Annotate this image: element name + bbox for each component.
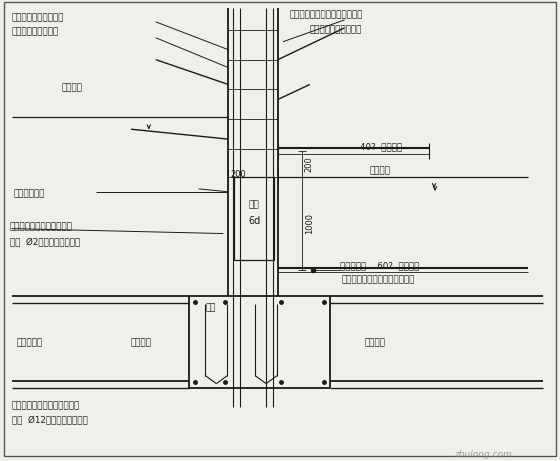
Text: 6d: 6d	[248, 216, 260, 225]
Text: 接地连接线    60?  镀锌扁钢: 接地连接线 60? 镀锌扁钢	[339, 261, 419, 270]
Text: 桩身主筋: 桩身主筋	[131, 338, 152, 348]
Text: 柱身两条主筋各加一条帮加: 柱身两条主筋各加一条帮加	[10, 222, 73, 231]
Text: 事近引出线的两个套管: 事近引出线的两个套管	[12, 13, 64, 23]
Text: zhulong.com: zhulong.com	[454, 450, 512, 459]
Text: 200: 200	[305, 156, 314, 172]
Text: 1000: 1000	[305, 213, 314, 234]
Text: 钢筋  Ø12与箍索引下线焊接: 钢筋 Ø12与箍索引下线焊接	[12, 415, 87, 424]
Text: （伴接地电阻测试点）: （伴接地电阻测试点）	[310, 25, 362, 34]
Text: 柱内纵向钢筋: 柱内纵向钢筋	[13, 189, 45, 198]
Bar	[234, 177, 274, 260]
Text: 室外地面: 室外地面	[370, 166, 390, 176]
Text: 桩身主筋: 桩身主筋	[365, 338, 385, 348]
Text: 桩帽: 桩帽	[205, 304, 216, 313]
Text: 箍与暗装引下线焊接: 箍与暗装引下线焊接	[12, 27, 59, 36]
Text: 40?  镀锌扁钢: 40? 镀锌扁钢	[360, 142, 402, 152]
Text: 基础梁底筋: 基础梁底筋	[17, 338, 43, 348]
Text: 200: 200	[230, 171, 246, 179]
Text: 室内地面: 室内地面	[62, 83, 82, 92]
Text: 地极引出线与柱内纵向钢筋焊接: 地极引出线与柱内纵向钢筋焊接	[290, 11, 363, 19]
Text: 基础梁两条底筋各加一条帮加: 基础梁两条底筋各加一条帮加	[12, 401, 80, 410]
Text: 电桩: 电桩	[249, 200, 259, 209]
Text: 至调各保安设机组（联合接地）: 至调各保安设机组（联合接地）	[342, 276, 415, 285]
Text: 钢筋  Ø2与箍索引下线焊接: 钢筋 Ø2与箍索引下线焊接	[10, 237, 80, 246]
